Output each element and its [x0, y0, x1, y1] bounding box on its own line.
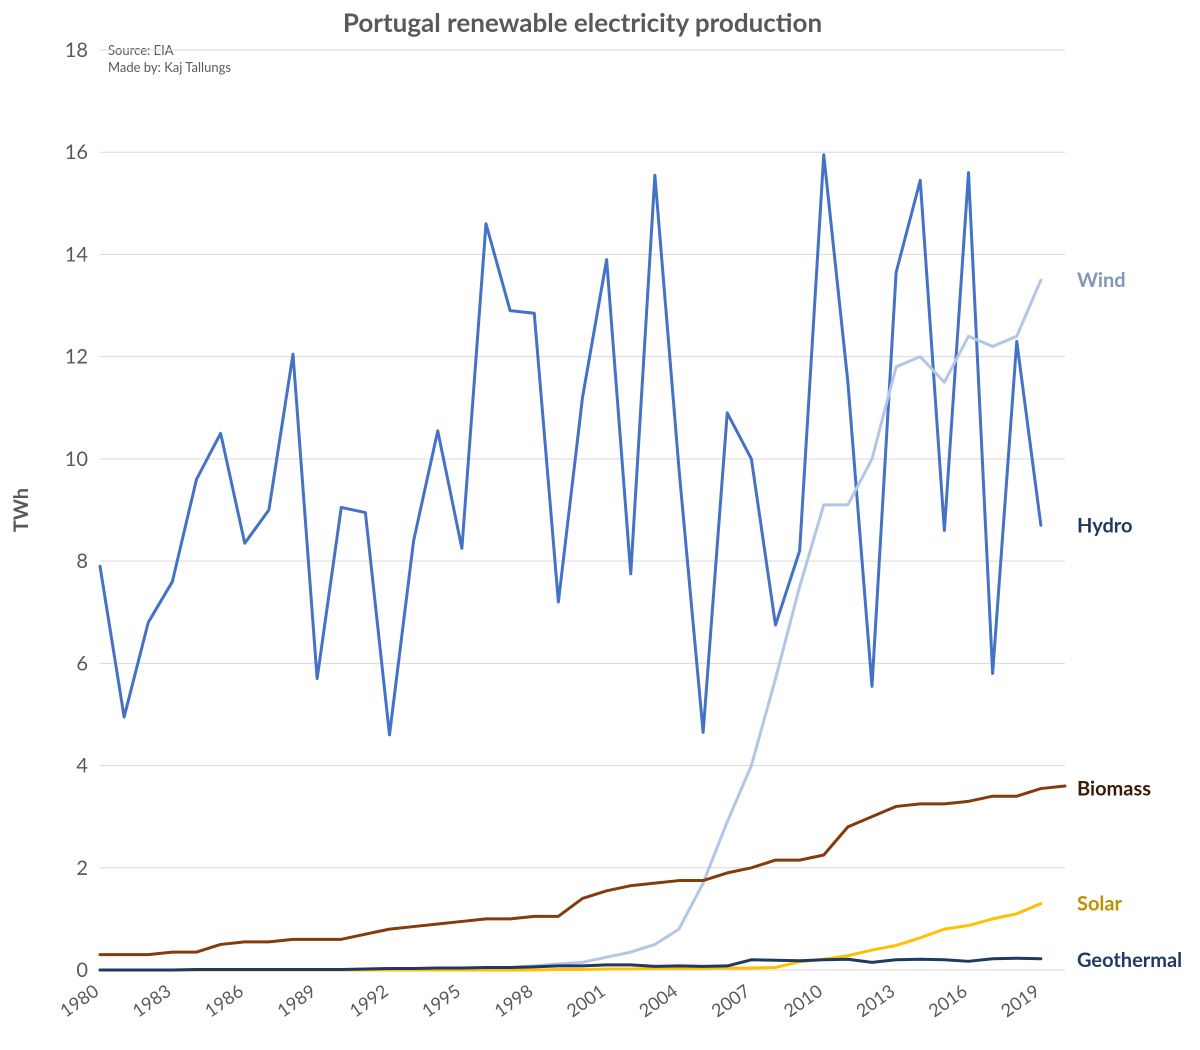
ytick-label: 18: [65, 38, 88, 62]
ytick-label: 16: [65, 140, 88, 164]
chart-container: Portugal renewable electricity productio…: [0, 0, 1200, 1050]
ytick-label: 2: [76, 856, 88, 880]
author-note: Made by: Kaj Tallungs: [108, 59, 231, 75]
ytick-label: 14: [65, 242, 89, 266]
series-label-hydro: Hydro: [1077, 513, 1132, 537]
chart-title: Portugal renewable electricity productio…: [343, 6, 822, 38]
ytick-label: 4: [76, 754, 88, 778]
series-label-biomass: Biomass: [1077, 777, 1151, 801]
series-label-wind: Wind: [1077, 268, 1126, 292]
ytick-label: 0: [76, 958, 88, 982]
series-label-geothermal: Geothermal: [1077, 948, 1182, 972]
series-label-solar: Solar: [1077, 892, 1123, 916]
ytick-label: 6: [76, 651, 88, 675]
y-axis-label: TWh: [9, 488, 33, 532]
line-chart: Portugal renewable electricity productio…: [0, 0, 1200, 1050]
ytick-label: 10: [65, 447, 88, 471]
ytick-label: 8: [76, 549, 88, 573]
ytick-label: 12: [65, 345, 88, 369]
